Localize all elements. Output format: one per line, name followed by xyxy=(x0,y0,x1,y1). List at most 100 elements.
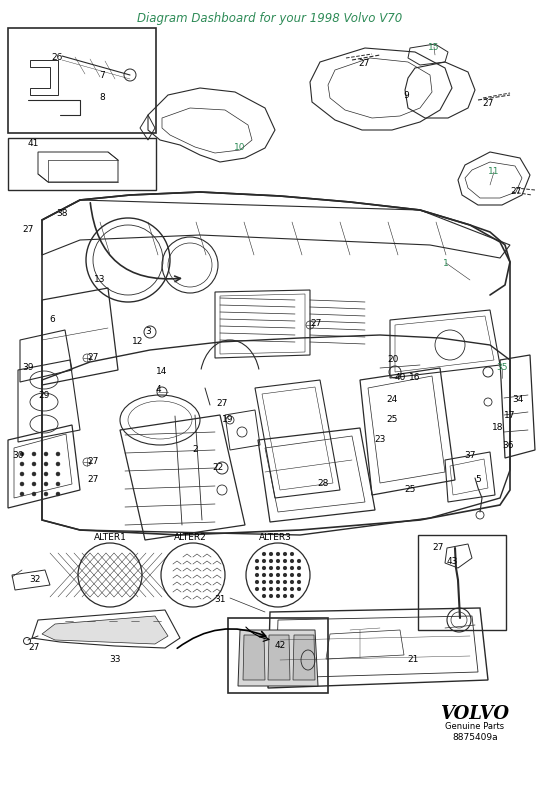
Circle shape xyxy=(283,552,287,556)
Text: 20: 20 xyxy=(387,356,399,364)
Circle shape xyxy=(32,482,36,486)
Bar xyxy=(418,535,506,630)
Polygon shape xyxy=(42,616,168,644)
Text: 27: 27 xyxy=(87,353,99,363)
Text: 43: 43 xyxy=(447,557,458,567)
Bar xyxy=(228,618,328,693)
Bar xyxy=(8,28,156,133)
Text: ALTER2: ALTER2 xyxy=(174,534,206,542)
Circle shape xyxy=(262,573,266,577)
Circle shape xyxy=(276,559,280,563)
Text: 17: 17 xyxy=(504,411,516,419)
Text: 12: 12 xyxy=(132,338,144,346)
Circle shape xyxy=(276,552,280,556)
Circle shape xyxy=(262,559,266,563)
Circle shape xyxy=(269,580,273,584)
Text: ALTER3: ALTER3 xyxy=(259,534,292,542)
Circle shape xyxy=(283,580,287,584)
Text: 25: 25 xyxy=(404,485,416,495)
Text: 13: 13 xyxy=(94,276,106,284)
Circle shape xyxy=(32,462,36,466)
Circle shape xyxy=(262,552,266,556)
Circle shape xyxy=(20,482,24,486)
Text: 27: 27 xyxy=(87,476,99,484)
Circle shape xyxy=(44,482,48,486)
Text: Genuine Parts: Genuine Parts xyxy=(446,722,504,731)
Text: 2: 2 xyxy=(192,446,198,455)
Circle shape xyxy=(297,587,301,591)
Circle shape xyxy=(56,482,60,486)
Circle shape xyxy=(56,472,60,476)
Circle shape xyxy=(283,559,287,563)
Text: 27: 27 xyxy=(22,225,33,235)
Circle shape xyxy=(283,587,287,591)
Text: 1: 1 xyxy=(443,258,449,268)
Text: 27: 27 xyxy=(510,188,522,196)
Text: Diagram Dashboard for your 1998 Volvo V70: Diagram Dashboard for your 1998 Volvo V7… xyxy=(137,12,403,25)
Circle shape xyxy=(269,573,273,577)
Text: 35: 35 xyxy=(496,363,508,373)
Text: 30: 30 xyxy=(12,451,24,459)
Circle shape xyxy=(56,492,60,496)
Circle shape xyxy=(297,580,301,584)
Text: 31: 31 xyxy=(214,596,226,604)
Circle shape xyxy=(276,580,280,584)
Circle shape xyxy=(290,580,294,584)
Text: 21: 21 xyxy=(407,655,419,664)
Text: 3: 3 xyxy=(145,327,151,337)
Text: 7: 7 xyxy=(99,71,105,79)
Circle shape xyxy=(56,452,60,456)
Circle shape xyxy=(255,580,259,584)
Circle shape xyxy=(255,559,259,563)
Text: 23: 23 xyxy=(374,436,386,444)
Bar xyxy=(8,138,156,190)
Text: 24: 24 xyxy=(387,396,397,404)
Circle shape xyxy=(290,552,294,556)
Text: 27: 27 xyxy=(217,399,228,407)
Text: 41: 41 xyxy=(28,138,39,148)
Text: 36: 36 xyxy=(502,440,514,450)
Text: 19: 19 xyxy=(222,415,234,425)
Text: 14: 14 xyxy=(156,367,168,377)
Text: 11: 11 xyxy=(488,167,500,177)
Text: 16: 16 xyxy=(409,374,421,382)
Circle shape xyxy=(255,566,259,570)
Text: 8875409a: 8875409a xyxy=(452,733,498,742)
Text: 27: 27 xyxy=(28,644,39,652)
Text: 27: 27 xyxy=(310,319,322,327)
Circle shape xyxy=(269,594,273,598)
Circle shape xyxy=(276,566,280,570)
Text: 27: 27 xyxy=(433,543,444,553)
Text: 22: 22 xyxy=(212,463,224,473)
Text: 37: 37 xyxy=(464,451,476,459)
Circle shape xyxy=(290,559,294,563)
Circle shape xyxy=(262,594,266,598)
Polygon shape xyxy=(238,630,318,686)
Circle shape xyxy=(44,472,48,476)
Text: 9: 9 xyxy=(403,90,409,100)
Text: 26: 26 xyxy=(51,53,63,61)
Circle shape xyxy=(44,452,48,456)
Text: 4: 4 xyxy=(155,385,161,395)
Circle shape xyxy=(32,472,36,476)
Circle shape xyxy=(283,566,287,570)
Circle shape xyxy=(20,462,24,466)
Circle shape xyxy=(20,492,24,496)
Circle shape xyxy=(269,552,273,556)
Text: 38: 38 xyxy=(56,209,68,217)
Text: VOLVO: VOLVO xyxy=(441,705,510,723)
Circle shape xyxy=(283,573,287,577)
Circle shape xyxy=(276,587,280,591)
Circle shape xyxy=(20,452,24,456)
Circle shape xyxy=(290,594,294,598)
Circle shape xyxy=(290,566,294,570)
Circle shape xyxy=(262,566,266,570)
Circle shape xyxy=(283,594,287,598)
Text: 39: 39 xyxy=(22,363,33,373)
Circle shape xyxy=(32,452,36,456)
Circle shape xyxy=(32,492,36,496)
Circle shape xyxy=(20,472,24,476)
Text: 8: 8 xyxy=(99,93,105,103)
Polygon shape xyxy=(243,635,265,680)
Circle shape xyxy=(297,559,301,563)
